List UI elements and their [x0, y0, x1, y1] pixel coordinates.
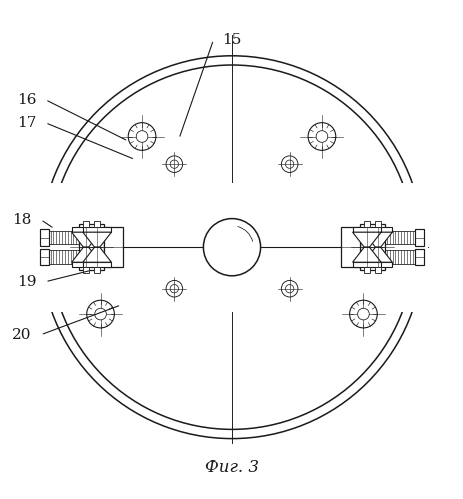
- Bar: [363, 267, 369, 273]
- Bar: [94, 222, 100, 227]
- Circle shape: [87, 300, 114, 328]
- Bar: [39, 229, 49, 246]
- Text: 16: 16: [17, 93, 37, 107]
- Circle shape: [281, 280, 297, 297]
- Bar: [375, 267, 380, 273]
- Polygon shape: [352, 232, 380, 247]
- Bar: [39, 249, 49, 265]
- Bar: [384, 250, 414, 264]
- Bar: [83, 262, 111, 267]
- Bar: [363, 222, 369, 227]
- Bar: [414, 249, 424, 265]
- Bar: [83, 227, 111, 232]
- Polygon shape: [363, 232, 392, 247]
- Bar: [363, 227, 392, 232]
- Circle shape: [349, 300, 376, 328]
- Bar: [94, 267, 100, 273]
- Bar: [36, 183, 427, 312]
- Bar: [79, 224, 104, 270]
- Text: 18: 18: [13, 213, 32, 227]
- Polygon shape: [363, 247, 392, 262]
- Bar: [359, 224, 384, 270]
- Text: 20: 20: [13, 328, 32, 342]
- Polygon shape: [83, 247, 111, 262]
- Bar: [71, 262, 100, 267]
- Circle shape: [166, 156, 182, 173]
- Text: Фиг. 3: Фиг. 3: [205, 459, 258, 476]
- Bar: [341, 227, 359, 267]
- Bar: [363, 262, 392, 267]
- Bar: [83, 267, 88, 273]
- Bar: [49, 250, 79, 264]
- Bar: [352, 227, 380, 232]
- Bar: [375, 222, 380, 227]
- Bar: [49, 231, 79, 245]
- Polygon shape: [71, 232, 100, 247]
- Text: 15: 15: [222, 32, 241, 46]
- Text: 17: 17: [17, 116, 37, 130]
- Circle shape: [94, 308, 106, 320]
- Polygon shape: [71, 247, 100, 262]
- Circle shape: [203, 219, 260, 276]
- Circle shape: [166, 280, 182, 297]
- Polygon shape: [352, 247, 380, 262]
- Bar: [83, 222, 88, 227]
- Circle shape: [357, 308, 369, 320]
- Circle shape: [128, 123, 156, 150]
- Bar: [104, 227, 122, 267]
- Bar: [352, 262, 380, 267]
- Bar: [384, 231, 414, 245]
- Text: 19: 19: [17, 275, 37, 289]
- Circle shape: [136, 131, 148, 142]
- Bar: [414, 229, 424, 246]
- Circle shape: [315, 131, 327, 142]
- Bar: [71, 227, 100, 232]
- Circle shape: [281, 156, 297, 173]
- Circle shape: [307, 123, 335, 150]
- Polygon shape: [83, 232, 111, 247]
